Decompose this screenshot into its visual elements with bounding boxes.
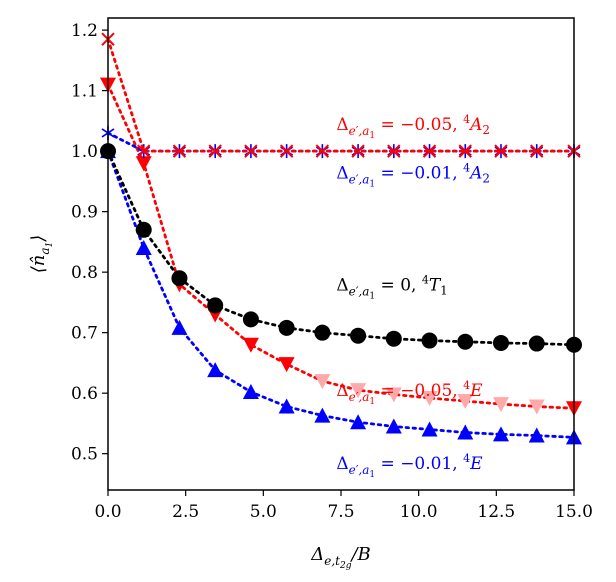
data-point: [278, 398, 295, 414]
data-point: [492, 334, 509, 351]
data-point: [457, 394, 474, 410]
data-point: [172, 144, 187, 158]
data-point: [279, 144, 294, 158]
data-point: [421, 421, 438, 437]
series-line: [106, 83, 576, 410]
data-point: [528, 335, 545, 352]
series-2: [100, 143, 582, 353]
y-tick-label: 1.2: [71, 21, 98, 41]
data-point: [208, 144, 222, 158]
data-point: [242, 311, 259, 328]
series-layer: [100, 32, 582, 445]
data-point: [385, 387, 402, 403]
data-point: [528, 399, 545, 415]
x-tick-label: 0.0: [94, 502, 121, 522]
data-point: [421, 332, 438, 349]
series-annotation: Δe′,a1 = −0.05, 4E: [336, 379, 483, 407]
data-point: [244, 144, 258, 158]
data-point: [242, 337, 259, 353]
data-point: [421, 391, 438, 407]
data-point: [492, 397, 509, 413]
data-point: [137, 144, 151, 158]
data-point: [314, 407, 331, 423]
data-point: [350, 327, 367, 344]
data-point: [530, 144, 544, 158]
x-tick-label: 2.5: [172, 502, 199, 522]
x-tick-label: 5.0: [250, 502, 277, 522]
data-point: [457, 333, 474, 350]
y-tick-label: 0.9: [71, 203, 98, 223]
y-axis-title: ⟨n̂a1⟩: [28, 235, 55, 274]
series-0: [101, 32, 581, 158]
series-line: [106, 37, 576, 153]
data-point: [242, 383, 259, 399]
x-tick-label: 12.5: [477, 502, 515, 522]
y-tick-label: 0.6: [71, 384, 98, 404]
series-annotation: Δe′,a1 = −0.05, 4A2: [336, 113, 490, 141]
series-line: [106, 149, 576, 439]
data-point: [457, 424, 474, 440]
data-point: [528, 427, 545, 443]
data-point: [278, 319, 295, 336]
data-point: [492, 426, 509, 442]
series-annotation: Δe′,a1 = −0.01, 4A2: [336, 161, 490, 189]
y-tick-label: 0.5: [71, 445, 98, 465]
data-point: [207, 297, 224, 314]
data-point: [494, 144, 508, 158]
x-axis-title: Δe,t2g/B: [310, 544, 371, 571]
series-annotation: Δe′,a1 = 0, 4T1: [336, 273, 447, 301]
y-tick-label: 1.1: [71, 82, 98, 102]
x-tick-label: 7.5: [327, 502, 354, 522]
y-tick-label: 0.8: [71, 263, 98, 283]
x-tick-label: 10.0: [400, 502, 438, 522]
data-point: [314, 374, 331, 390]
data-point: [458, 144, 472, 158]
data-point: [315, 144, 330, 158]
y-tick-label: 1.0: [71, 142, 98, 162]
data-point: [135, 239, 152, 255]
data-point: [171, 319, 188, 335]
x-tick-label: 15.0: [555, 502, 593, 522]
data-point: [385, 418, 402, 434]
data-point: [350, 414, 367, 430]
annotation-layer: Δe′,a1 = −0.05, 4A2 Δe′,a1 = −0.01, 4A2 Δe…: [336, 113, 490, 480]
y-tick-label: 0.7: [71, 324, 98, 344]
data-point: [171, 270, 188, 287]
data-point: [385, 330, 402, 347]
plot-background: [108, 18, 574, 490]
data-point: [350, 383, 367, 399]
data-point: [135, 156, 152, 172]
data-point: [135, 221, 152, 238]
series-annotation: Δe′,a1 = −0.01, 4E: [336, 452, 483, 480]
data-point: [207, 362, 224, 378]
data-point: [314, 324, 331, 341]
x-axis: 0.0 2.5 5.0 7.5 10.0 12.5 15.0: [94, 490, 593, 522]
data-point: [278, 357, 295, 373]
y-axis: 0.5 0.6 0.7 0.8 0.9 1.0 1.1 1.2: [71, 21, 108, 465]
data-point: [387, 144, 401, 158]
data-point: [422, 144, 437, 158]
data-point: [351, 144, 365, 158]
